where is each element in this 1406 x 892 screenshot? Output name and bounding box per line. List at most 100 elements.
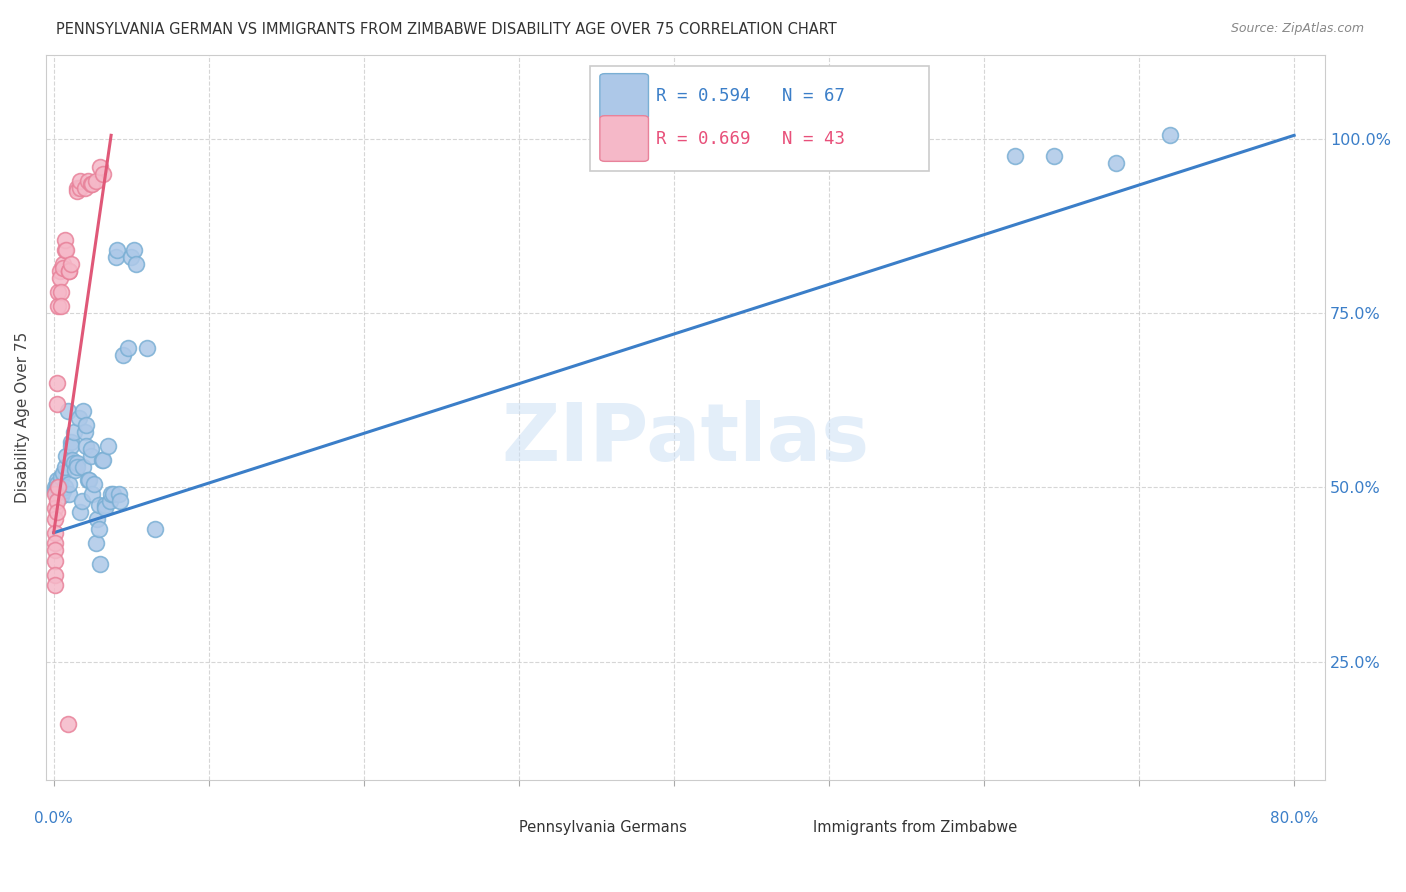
Point: [87, 522, 110, 536]
Point: [94, 498, 117, 512]
Text: ZIPatlas: ZIPatlas: [502, 401, 870, 478]
Point: [44, 512, 66, 526]
Point: [44, 567, 66, 582]
Point: [101, 487, 124, 501]
Point: [56, 403, 79, 417]
Point: [82, 487, 104, 501]
Point: [97, 439, 120, 453]
Point: [65, 463, 87, 477]
Point: [52, 257, 75, 271]
Point: [72, 459, 94, 474]
Point: [59, 257, 82, 271]
FancyBboxPatch shape: [763, 807, 810, 847]
Point: [55, 449, 77, 463]
Point: [112, 348, 135, 362]
Point: [53, 244, 76, 258]
Point: [67, 410, 90, 425]
Point: [55, 244, 77, 258]
Point: [48, 299, 70, 313]
Point: [59, 435, 82, 450]
Point: [66, 184, 89, 198]
Text: 80.0%: 80.0%: [1270, 811, 1319, 826]
Point: [1043, 149, 1066, 163]
Point: [94, 501, 117, 516]
Text: R = 0.669   N = 43: R = 0.669 N = 43: [657, 129, 845, 147]
Point: [58, 264, 80, 278]
Point: [89, 557, 111, 571]
Point: [86, 512, 108, 526]
Point: [49, 264, 72, 278]
Point: [48, 480, 70, 494]
Point: [69, 505, 91, 519]
Point: [53, 459, 76, 474]
Point: [80, 449, 103, 463]
Point: [72, 403, 94, 417]
Point: [44, 536, 66, 550]
Point: [108, 487, 131, 501]
Point: [75, 417, 97, 432]
Point: [80, 442, 103, 456]
Point: [69, 174, 91, 188]
Point: [66, 180, 89, 194]
Point: [58, 487, 80, 501]
Point: [120, 250, 142, 264]
Point: [110, 494, 132, 508]
Text: Pennsylvania Germans: Pennsylvania Germans: [519, 820, 688, 835]
Point: [45, 505, 67, 519]
Point: [100, 487, 122, 501]
Point: [73, 180, 96, 194]
Text: Source: ZipAtlas.com: Source: ZipAtlas.com: [1230, 22, 1364, 36]
Point: [52, 260, 75, 275]
Point: [75, 439, 97, 453]
Point: [49, 271, 72, 285]
Point: [80, 177, 103, 191]
Point: [66, 459, 89, 474]
Point: [44, 543, 66, 558]
Point: [82, 177, 104, 191]
Point: [1159, 128, 1181, 143]
Point: [45, 477, 67, 491]
Point: [45, 494, 67, 508]
Point: [73, 425, 96, 439]
Point: [49, 478, 72, 492]
Point: [66, 456, 89, 470]
Point: [79, 474, 101, 488]
Point: [44, 501, 66, 516]
Point: [45, 397, 67, 411]
Point: [63, 456, 86, 470]
Point: [70, 494, 93, 508]
Point: [117, 341, 139, 355]
Point: [87, 498, 110, 512]
Point: [83, 477, 105, 491]
Point: [1105, 156, 1128, 170]
Point: [51, 470, 73, 484]
FancyBboxPatch shape: [589, 66, 928, 171]
Point: [76, 474, 98, 488]
Point: [143, 522, 166, 536]
Point: [69, 180, 91, 194]
Y-axis label: Disability Age Over 75: Disability Age Over 75: [15, 332, 30, 503]
Point: [84, 536, 107, 550]
Point: [58, 264, 80, 278]
FancyBboxPatch shape: [600, 74, 648, 120]
Text: R = 0.594   N = 67: R = 0.594 N = 67: [657, 87, 845, 105]
Point: [44, 578, 66, 592]
Point: [44, 487, 66, 501]
Point: [53, 480, 76, 494]
Point: [48, 480, 70, 494]
Point: [90, 452, 112, 467]
Point: [44, 483, 66, 498]
Point: [45, 376, 67, 390]
Point: [44, 480, 66, 494]
Point: [84, 174, 107, 188]
Text: Immigrants from Zimbabwe: Immigrants from Zimbabwe: [814, 820, 1018, 835]
Point: [52, 467, 75, 481]
Point: [51, 489, 73, 503]
Point: [105, 244, 128, 258]
Point: [104, 250, 127, 264]
Point: [48, 285, 70, 300]
Point: [49, 482, 72, 496]
Point: [45, 474, 67, 488]
Point: [56, 717, 79, 731]
Point: [63, 425, 86, 439]
